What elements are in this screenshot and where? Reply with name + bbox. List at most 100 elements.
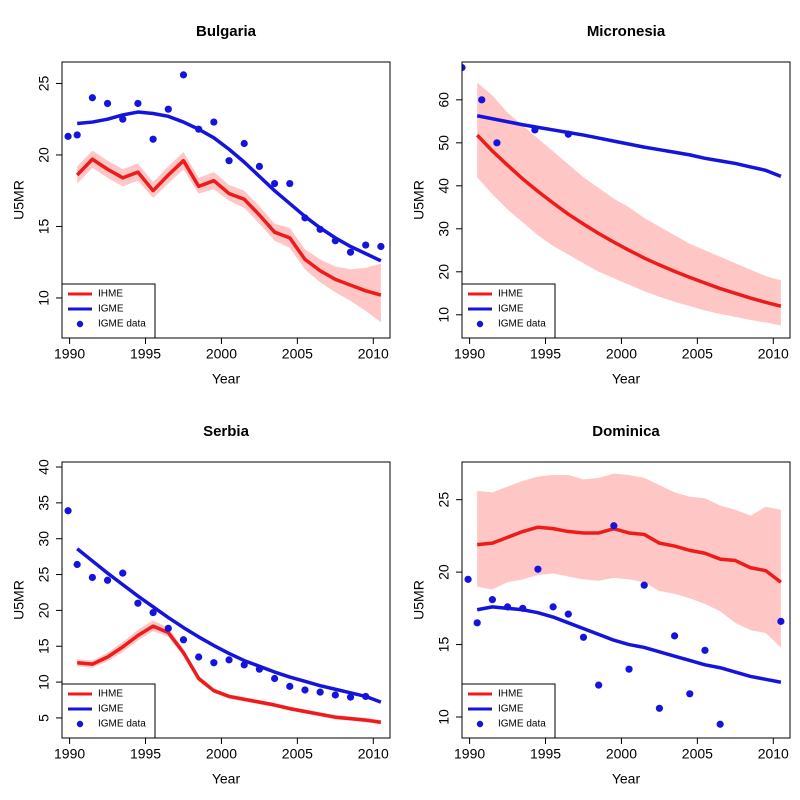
data-point [595, 681, 603, 689]
data-point [210, 659, 218, 667]
y-tick-label: 20 [436, 564, 452, 580]
data-point [346, 693, 355, 701]
x-tick-label: 1995 [530, 746, 561, 762]
data-point [579, 633, 588, 641]
data-point [286, 682, 294, 690]
data-point [701, 646, 709, 654]
data-point [716, 720, 724, 728]
legend: IHME IGME IGME data [61, 683, 156, 739]
plot-frame [461, 61, 791, 339]
x-tick-label: 2000 [206, 346, 237, 362]
chart-title: Bulgaria [196, 23, 257, 40]
data-point [164, 105, 172, 113]
series-line [76, 547, 382, 704]
x-tick-label: 1995 [130, 746, 161, 762]
data-point [64, 132, 72, 140]
y-tick-label: 20 [36, 147, 52, 163]
uncertainty-band [477, 473, 781, 648]
data-point [103, 576, 112, 584]
legend-label: IGME [98, 304, 124, 315]
data-point [564, 130, 572, 138]
data-point [610, 522, 618, 530]
x-tick-label: 1990 [54, 346, 85, 362]
y-axis-label: U5MR [11, 580, 27, 620]
data-point [240, 661, 248, 669]
x-axis-label: Year [612, 771, 641, 787]
data-point [686, 690, 694, 698]
data-point [119, 115, 127, 123]
data-point [195, 125, 203, 133]
legend-label: IGME data [98, 319, 146, 330]
data-point [488, 596, 496, 604]
chart-title: Micronesia [587, 23, 666, 40]
data-point [346, 248, 355, 256]
data-point [534, 565, 542, 573]
x-tick-label: 1990 [454, 346, 485, 362]
data-point [149, 608, 157, 617]
data-point [301, 214, 309, 222]
plot-frame [461, 461, 791, 739]
x-tick-label: 2005 [682, 746, 713, 762]
x-axis-label: Year [212, 771, 241, 787]
x-tick-label: 2000 [606, 746, 637, 762]
data-point [64, 507, 72, 515]
legend-label: IHME [498, 289, 523, 300]
data-point [255, 665, 264, 673]
y-tick-label: 15 [36, 638, 52, 654]
data-point [73, 131, 81, 139]
y-tick-label: 30 [436, 221, 452, 237]
data-point [88, 94, 96, 102]
data-point [270, 179, 279, 188]
data-point [655, 704, 664, 712]
data-point [316, 225, 324, 233]
uncertainty-band [477, 82, 781, 326]
data-point [464, 575, 472, 583]
x-axis-label: Year [212, 371, 241, 387]
y-tick-label: 20 [36, 602, 52, 618]
data-point [478, 96, 486, 104]
y-tick-label: 25 [36, 75, 52, 91]
data-point [240, 139, 248, 148]
data-point [462, 63, 466, 72]
y-tick-label: 10 [436, 307, 452, 323]
legend-label: IGME [498, 704, 524, 715]
data-point [301, 686, 309, 694]
legend-swatch [476, 720, 484, 728]
x-tick-label: 2005 [282, 746, 313, 762]
y-tick-label: 40 [436, 178, 452, 194]
plot-frame [61, 461, 391, 739]
y-tick-label: 10 [36, 674, 52, 690]
plot-area [462, 63, 782, 326]
y-tick-label: 5 [36, 714, 52, 722]
x-tick-label: 2010 [358, 746, 389, 762]
legend-label: IHME [98, 689, 123, 700]
data-point [149, 135, 157, 143]
legend-swatch [476, 320, 484, 328]
chart-title: Dominica [592, 423, 660, 440]
legend-label: IGME data [498, 719, 546, 730]
data-point [362, 692, 370, 701]
y-tick-label: 60 [436, 92, 452, 108]
data-point [777, 617, 785, 625]
plot-area [64, 507, 382, 725]
data-point [164, 624, 172, 632]
data-point [225, 157, 233, 165]
y-axis-label: U5MR [411, 580, 427, 620]
legend-label: IHME [98, 289, 123, 300]
data-point [134, 99, 142, 108]
uncertainty-band [77, 150, 381, 323]
y-tick-label: 30 [36, 531, 52, 547]
data-point [331, 691, 339, 699]
data-point [625, 665, 633, 673]
data-point [564, 610, 572, 618]
y-tick-label: 10 [436, 709, 452, 725]
x-tick-label: 2000 [606, 346, 637, 362]
data-point [134, 599, 142, 607]
y-tick-label: 50 [436, 135, 452, 151]
legend-label: IGME data [98, 719, 146, 730]
data-point [377, 242, 385, 251]
data-point [549, 603, 557, 611]
y-tick-label: 25 [436, 492, 452, 508]
x-tick-label: 1995 [130, 346, 161, 362]
y-tick-label: 10 [36, 290, 52, 306]
